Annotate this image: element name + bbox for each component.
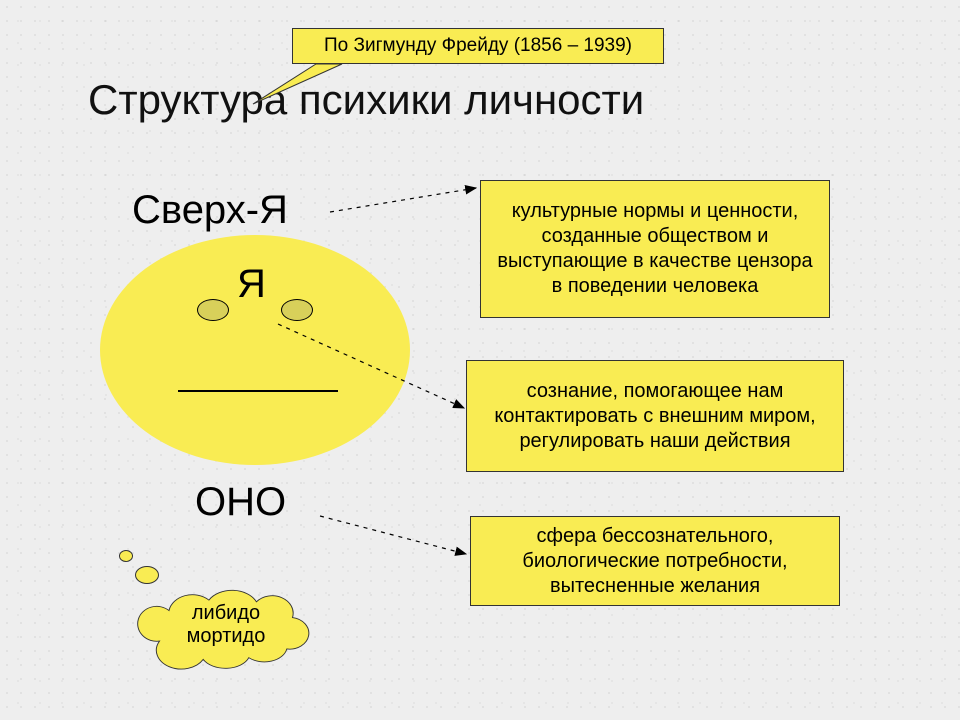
callout-freud: По Зигмунду Фрейду (1856 – 1939) (292, 28, 664, 64)
box-id-text: сфера бессознательного, биологические по… (481, 524, 829, 599)
label-superego: Сверх-Я (132, 188, 288, 233)
label-ego-text: Я (237, 262, 266, 306)
arrow-to-superego (330, 188, 476, 212)
thought-bubble-tiny (119, 550, 133, 562)
label-id-text: ОНО (195, 480, 286, 524)
diagram-stage: По Зигмунду Фрейду (1856 – 1939) Структу… (0, 0, 960, 720)
cloud-line-2: мортидо (146, 625, 306, 648)
page-title: Структура психики личности (88, 76, 644, 124)
face-eye-left (197, 299, 229, 321)
content-layer: По Зигмунду Фрейду (1856 – 1939) Структу… (0, 0, 960, 720)
box-ego-definition: сознание, помогающее нам контактировать … (466, 360, 844, 472)
box-superego-definition: культурные нормы и ценности, созданные о… (480, 180, 830, 318)
box-superego-text: культурные нормы и ценности, созданные о… (491, 199, 819, 299)
face-mouth (178, 390, 338, 392)
cloud-line-1: либидо (146, 602, 306, 625)
cloud-label: либидо мортидо (146, 602, 306, 648)
label-id: ОНО (195, 480, 286, 525)
arrow-to-id (320, 516, 466, 554)
label-superego-text: Сверх-Я (132, 188, 288, 232)
title-text: Структура психики личности (88, 76, 644, 123)
thought-bubble-small (135, 566, 159, 584)
face-eye-right (281, 299, 313, 321)
callout-text: По Зигмунду Фрейду (1856 – 1939) (324, 34, 632, 58)
label-ego: Я (237, 262, 266, 307)
box-ego-text: сознание, помогающее нам контактировать … (477, 379, 833, 454)
box-id-definition: сфера бессознательного, биологические по… (470, 516, 840, 606)
